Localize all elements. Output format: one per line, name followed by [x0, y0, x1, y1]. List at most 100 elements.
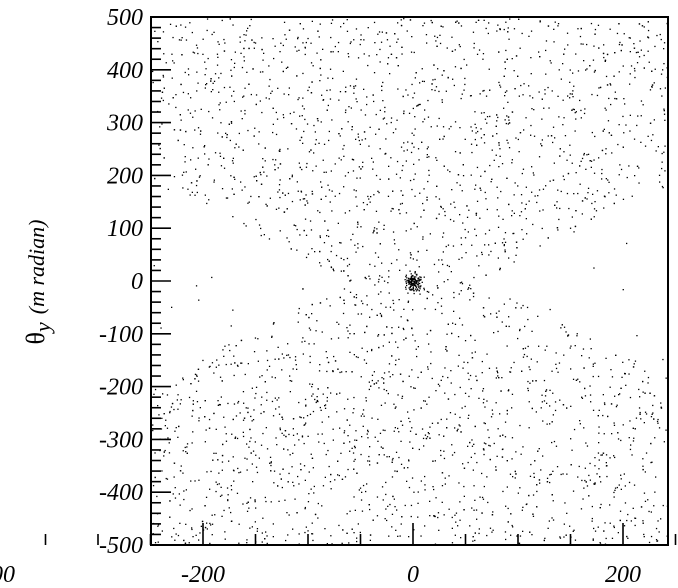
data-point	[294, 356, 297, 358]
data-point	[421, 80, 424, 82]
data-point	[618, 23, 620, 25]
data-point	[259, 100, 261, 102]
data-point	[510, 534, 512, 536]
data-point	[221, 380, 223, 382]
data-point	[360, 34, 362, 36]
data-point	[536, 506, 538, 508]
data-point	[456, 430, 458, 432]
data-point	[417, 289, 419, 291]
data-point	[651, 84, 654, 86]
data-point	[266, 448, 269, 450]
data-point	[663, 113, 666, 115]
data-point	[491, 514, 494, 516]
data-point	[470, 288, 472, 290]
data-point	[332, 268, 334, 270]
data-point	[614, 456, 616, 459]
data-point	[504, 421, 507, 423]
data-point	[175, 384, 177, 386]
data-point	[276, 118, 279, 120]
data-point	[458, 354, 460, 356]
data-point	[558, 116, 560, 118]
data-point	[378, 128, 380, 130]
data-point	[628, 481, 631, 484]
data-point	[408, 486, 411, 489]
data-point	[300, 191, 303, 193]
data-point	[426, 290, 428, 293]
data-point	[304, 531, 306, 534]
data-point	[459, 282, 461, 284]
data-point	[624, 372, 626, 375]
data-point	[452, 322, 454, 324]
data-point	[241, 189, 243, 191]
data-point	[639, 413, 641, 415]
data-point	[604, 107, 606, 109]
data-point	[558, 362, 561, 364]
data-point	[412, 274, 414, 277]
data-point	[300, 469, 302, 471]
data-point	[331, 210, 333, 212]
data-point	[208, 418, 211, 421]
data-point	[388, 292, 390, 294]
data-point	[515, 451, 517, 453]
data-point	[355, 196, 357, 198]
data-point	[488, 22, 490, 24]
data-point	[231, 520, 233, 522]
data-point	[414, 272, 416, 274]
data-point	[472, 295, 475, 298]
data-point	[327, 229, 329, 231]
data-point	[373, 383, 375, 385]
data-point	[295, 364, 297, 366]
data-point	[600, 481, 602, 483]
data-point	[565, 534, 567, 536]
data-point	[554, 409, 557, 412]
data-point	[182, 187, 184, 189]
data-point	[214, 514, 216, 516]
data-point	[481, 512, 483, 514]
data-point	[574, 225, 577, 228]
data-point	[661, 161, 663, 163]
data-point	[472, 469, 474, 471]
data-point	[458, 22, 460, 24]
data-point	[484, 118, 487, 120]
data-point	[547, 135, 549, 137]
data-point	[601, 149, 604, 152]
data-point	[229, 86, 231, 88]
data-point	[340, 159, 342, 161]
data-point	[399, 269, 401, 271]
data-point	[413, 409, 415, 411]
data-point	[376, 54, 378, 56]
data-point	[504, 436, 507, 438]
data-point	[507, 101, 509, 103]
data-point	[565, 331, 567, 333]
data-point	[236, 492, 239, 494]
data-point	[461, 324, 464, 326]
data-point	[401, 202, 403, 205]
data-point	[289, 454, 291, 456]
data-point	[409, 289, 411, 291]
data-point	[218, 483, 220, 485]
data-point	[605, 454, 608, 456]
data-point	[504, 91, 507, 93]
data-point	[413, 491, 415, 493]
data-point	[545, 390, 547, 392]
data-point	[191, 31, 193, 34]
data-point	[594, 483, 596, 485]
data-point	[508, 38, 510, 40]
data-point	[571, 109, 573, 111]
data-point	[537, 195, 539, 197]
data-point	[647, 50, 649, 52]
data-point	[496, 455, 498, 457]
data-point	[635, 51, 638, 54]
data-point	[329, 68, 332, 70]
data-point	[284, 194, 286, 196]
data-point	[285, 435, 287, 438]
data-point	[362, 413, 364, 415]
data-point	[353, 85, 355, 88]
data-point	[605, 357, 607, 359]
data-point	[630, 444, 632, 446]
data-point	[484, 170, 486, 173]
data-point	[191, 191, 193, 193]
data-point	[522, 94, 524, 96]
data-point	[395, 57, 398, 59]
data-point	[496, 133, 498, 135]
